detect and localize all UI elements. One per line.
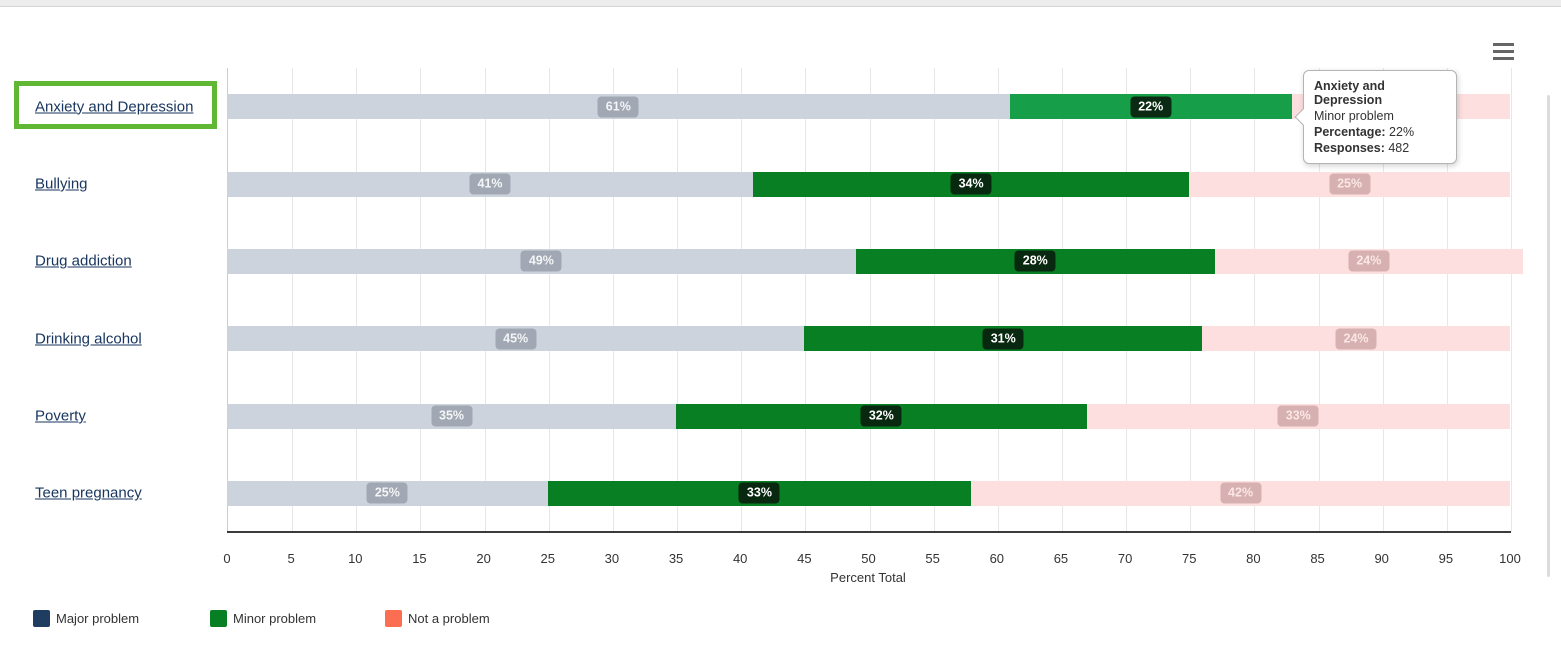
x-axis-line [227, 531, 1511, 533]
gridline [1511, 68, 1512, 532]
x-axis-tick-label: 40 [732, 551, 748, 566]
legend-label: Major problem [56, 611, 140, 626]
gridline [356, 68, 358, 532]
tooltip-responses-value: 482 [1388, 141, 1410, 155]
hamburger-icon [1493, 56, 1514, 60]
bar-data-label: 33% [1277, 405, 1319, 427]
gridline [1061, 68, 1063, 532]
tooltip-percentage-value: 22% [1389, 125, 1415, 139]
bar-data-label: 24% [1348, 250, 1390, 272]
top-strip [0, 0, 1561, 7]
legend-item-minor-problem[interactable]: Minor problem [210, 610, 316, 627]
chart-context-menu-button[interactable] [1490, 38, 1518, 64]
bar-data-label: 41% [469, 173, 511, 195]
hamburger-icon [1493, 49, 1514, 53]
gridline [1318, 68, 1320, 532]
category-link-teen-pregnancy[interactable]: Teen pregnancy [35, 484, 142, 502]
gridline [933, 68, 935, 532]
x-axis-tick-label: 100 [1499, 551, 1521, 566]
x-axis-tick-label: 15 [412, 551, 427, 566]
gridline [1254, 68, 1256, 532]
legend-swatch-icon [210, 610, 227, 627]
x-axis-tick-label: 75 [1182, 551, 1197, 566]
tooltip-series-name: Minor problem [1314, 109, 1394, 123]
gridline [869, 68, 871, 532]
plot-area [227, 68, 1512, 532]
x-axis-tick-label: 95 [1438, 551, 1454, 566]
gridline [292, 68, 294, 532]
x-axis-tick-label: 80 [1246, 551, 1261, 566]
legend-label: Minor problem [233, 611, 317, 626]
bar-data-label: 28% [1014, 250, 1056, 272]
gridline [420, 68, 422, 532]
category-link-drinking-alcohol[interactable]: Drinking alcohol [35, 330, 142, 348]
bar-data-label: 33% [738, 482, 780, 504]
gridline [548, 68, 550, 532]
x-axis-tick-label: 45 [797, 551, 812, 566]
legend-item-major-problem[interactable]: Major problem [33, 610, 139, 627]
gridline [677, 68, 679, 532]
gridline [484, 68, 486, 532]
tooltip-percentage-label: Percentage: [1314, 125, 1386, 139]
tooltip-responses-label: Responses: [1314, 141, 1385, 155]
tooltip-title: Anxiety and Depression [1314, 79, 1385, 107]
hamburger-icon [1493, 42, 1514, 46]
bar-data-label: 25% [1329, 173, 1371, 195]
bar-data-label: 32% [860, 405, 902, 427]
bar-data-label: 49% [520, 250, 562, 272]
x-axis-tick-label: 20 [476, 551, 491, 566]
x-axis-tick-label: 55 [925, 551, 940, 566]
x-axis-tick-label: 50 [861, 551, 876, 566]
bar-data-label: 25% [366, 482, 408, 504]
bar-data-label: 35% [431, 405, 473, 427]
x-axis-tick-label: 85 [1310, 551, 1325, 566]
bar-data-label: 34% [950, 173, 992, 195]
gridline [997, 68, 999, 532]
gridline [1190, 68, 1192, 532]
bar-data-label: 31% [982, 328, 1024, 350]
category-link-anxiety-and-depression[interactable]: Anxiety and Depression [35, 98, 194, 116]
legend-item-not-a-problem[interactable]: Not a problem [385, 610, 490, 627]
gridline [805, 68, 807, 532]
legend-swatch-icon [385, 610, 402, 627]
x-axis-tick-label: 10 [348, 551, 363, 566]
category-link-bullying[interactable]: Bullying [35, 175, 88, 193]
tooltip: Anxiety and Depression Minor problem Per… [1294, 70, 1457, 164]
x-axis-tick-label: 30 [604, 551, 620, 566]
scrollbar[interactable] [1547, 95, 1550, 577]
category-link-poverty[interactable]: Poverty [35, 407, 86, 425]
gridline [741, 68, 743, 532]
category-link-drug-addiction[interactable]: Drug addiction [35, 252, 132, 270]
gridline [1126, 68, 1128, 532]
bar-data-label: 22% [1130, 96, 1172, 118]
x-axis-tick-label: 25 [540, 551, 555, 566]
tooltip-responses-row: Responses: 482 [1314, 141, 1446, 155]
bar-data-label: 42% [1220, 482, 1262, 504]
bar-data-label: 24% [1335, 328, 1377, 350]
x-axis-title: Percent Total [830, 570, 906, 585]
x-axis-tick-label: 90 [1374, 551, 1389, 566]
x-axis-tick-label: 70 [1117, 551, 1133, 566]
bar-data-label: 61% [597, 96, 639, 118]
legend-label: Not a problem [408, 611, 490, 626]
gridline [1446, 68, 1448, 532]
tooltip-percentage-row: Percentage: 22% [1314, 125, 1446, 139]
x-axis-tick-label: 65 [1053, 551, 1069, 566]
x-axis-tick-label: 5 [287, 551, 295, 566]
bar-data-label: 45% [495, 328, 537, 350]
x-axis-tick-label: 35 [668, 551, 684, 566]
x-axis-tick-label: 0 [223, 551, 231, 566]
x-axis-tick-label: 60 [989, 551, 1005, 566]
legend-swatch-icon [33, 610, 50, 627]
gridline [1382, 68, 1384, 532]
gridline [612, 68, 614, 532]
